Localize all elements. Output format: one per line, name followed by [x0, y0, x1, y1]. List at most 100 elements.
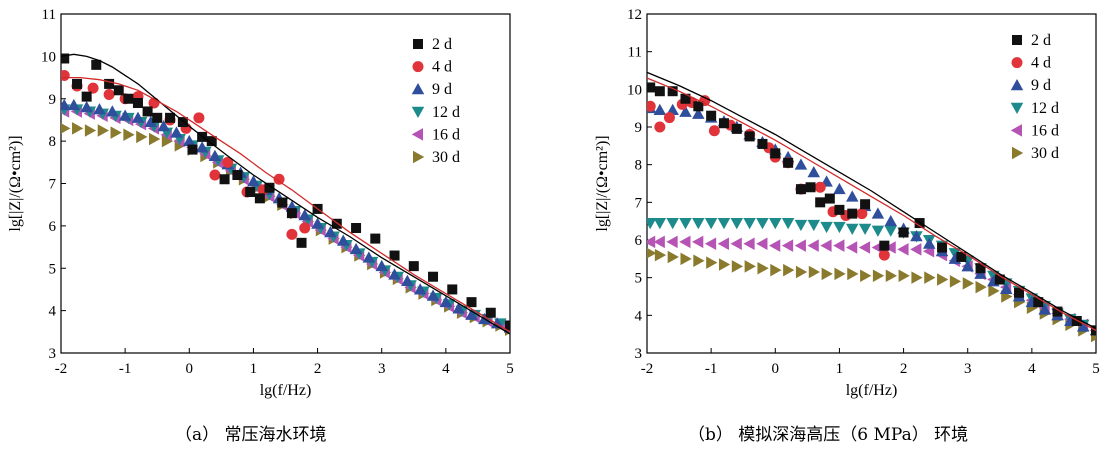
data-point — [781, 218, 795, 230]
data-point — [1014, 287, 1025, 298]
data-point — [756, 237, 768, 251]
data-point — [666, 235, 678, 249]
data-point — [97, 124, 109, 137]
data-point — [389, 250, 400, 261]
data-point — [447, 284, 458, 295]
data-point — [794, 219, 808, 232]
data-point — [408, 261, 419, 272]
y-tick-label: 7 — [635, 195, 643, 211]
data-point — [692, 107, 705, 119]
data-point — [743, 237, 755, 251]
data-point — [653, 235, 665, 249]
data-point — [783, 157, 794, 168]
data-point — [744, 260, 756, 273]
data-point — [401, 274, 414, 286]
data-point — [653, 218, 667, 230]
data-point — [667, 250, 679, 264]
y-tick-label: 6 — [635, 233, 643, 249]
x-tick-label: -1 — [705, 361, 718, 377]
data-point — [860, 199, 871, 210]
fit-line — [61, 76, 510, 333]
legend-label: 30 d — [1031, 145, 1059, 162]
x-tick-label: 3 — [378, 361, 386, 377]
x-tick-label: -2 — [641, 361, 654, 377]
data-point — [331, 218, 342, 229]
data-point — [821, 267, 833, 281]
data-point — [795, 265, 808, 279]
data-point — [264, 182, 275, 193]
x-tick-label: 1 — [250, 361, 258, 377]
data-point — [245, 186, 256, 197]
data-point — [647, 235, 656, 249]
data-point — [110, 126, 122, 139]
data-point — [718, 258, 731, 271]
data-point — [149, 132, 161, 146]
legend-label: 9 d — [1031, 77, 1051, 94]
y-axis-title: lg[|Z|/(Ω•cm²)] — [594, 135, 611, 231]
data-point — [679, 235, 691, 249]
data-point — [647, 100, 656, 112]
data-point — [756, 218, 769, 230]
x-tick-label: 5 — [1092, 361, 1100, 377]
data-point — [118, 109, 132, 121]
data-point — [80, 100, 93, 113]
y-tick-label: 3 — [635, 346, 643, 362]
x-axis-title: lg(f/Hz) — [260, 382, 312, 399]
data-point — [1033, 297, 1044, 308]
legend-label: 12 d — [432, 104, 460, 121]
x-tick-label: 3 — [964, 361, 972, 377]
data-point — [846, 241, 858, 254]
legend-label: 16 d — [1031, 122, 1059, 139]
plot-area — [61, 53, 510, 336]
data-point — [61, 53, 70, 64]
data-point — [1091, 325, 1096, 336]
data-point — [860, 269, 872, 283]
data-point — [914, 218, 925, 229]
data-point — [706, 110, 717, 121]
data-point — [805, 182, 816, 193]
data-point — [183, 134, 196, 147]
data-point — [962, 277, 974, 290]
data-point — [336, 234, 350, 246]
data-point — [706, 256, 718, 269]
data-point — [428, 271, 439, 282]
data-point — [808, 265, 821, 279]
data-point — [949, 275, 962, 288]
data-point — [277, 197, 288, 208]
data-point — [820, 239, 832, 252]
y-tick-label: 10 — [627, 82, 642, 98]
fit-line — [647, 77, 1096, 331]
data-point — [885, 269, 897, 283]
data-point — [152, 112, 163, 123]
legend-label: 30 d — [432, 149, 460, 166]
data-point — [679, 105, 692, 117]
data-point — [666, 218, 679, 230]
data-point — [208, 149, 222, 161]
x-tick-label: -1 — [119, 361, 132, 377]
y-tick-label: 11 — [42, 7, 56, 23]
data-point — [165, 112, 176, 123]
data-point — [286, 228, 298, 240]
data-point — [924, 271, 936, 284]
series-4d — [647, 95, 890, 261]
legend-marker — [411, 128, 423, 141]
data-point — [123, 128, 135, 142]
data-point — [847, 208, 858, 219]
data-point — [81, 91, 92, 102]
data-point — [847, 267, 859, 281]
data-point — [647, 218, 657, 230]
legend-label: 2 d — [432, 36, 452, 53]
data-point — [67, 98, 81, 111]
series-4d — [61, 69, 311, 240]
x-tick-label: 0 — [772, 361, 780, 377]
data-point — [351, 222, 362, 233]
data-point — [1071, 315, 1082, 326]
y-tick-label: 8 — [635, 158, 643, 174]
data-point — [744, 131, 755, 142]
data-point — [349, 242, 363, 255]
legend-label: 16 d — [432, 126, 460, 143]
data-point — [654, 248, 667, 262]
y-tick-label: 6 — [49, 219, 57, 235]
data-point — [375, 259, 388, 272]
